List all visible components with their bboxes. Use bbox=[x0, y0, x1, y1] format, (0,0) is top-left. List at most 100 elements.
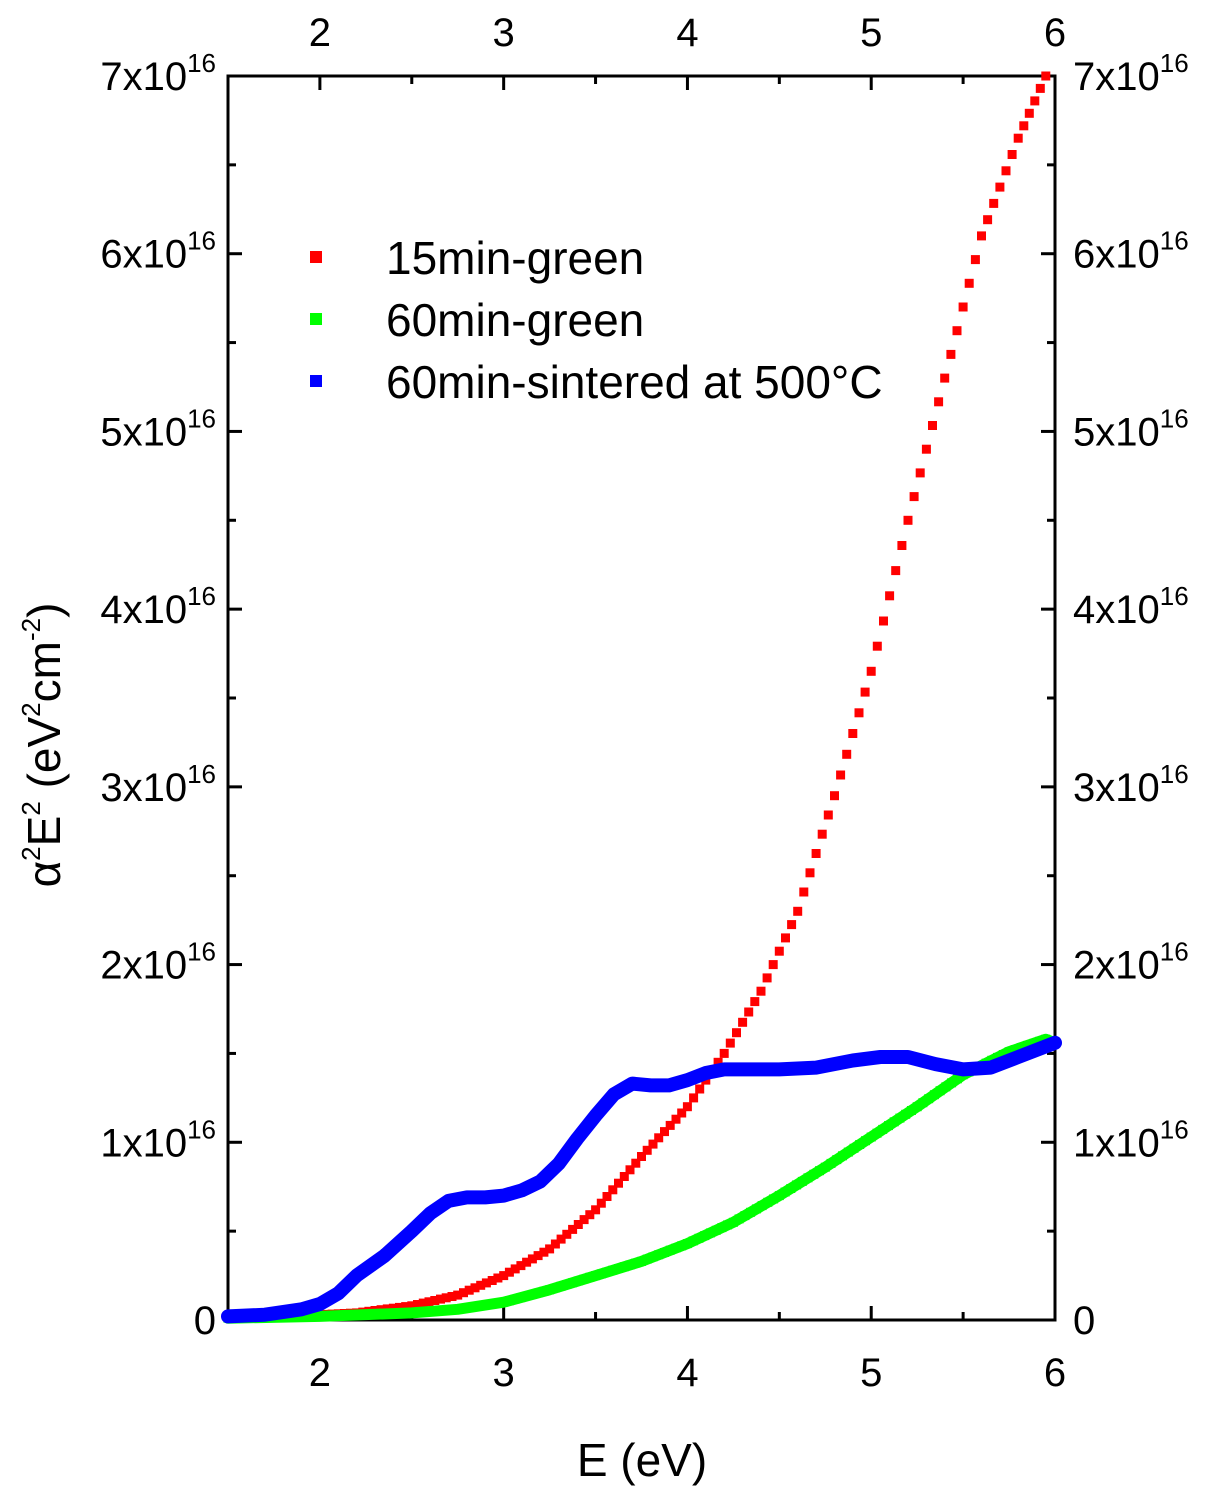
x-tick-label-top: 2 bbox=[309, 11, 331, 55]
data-point bbox=[637, 1152, 646, 1161]
data-point bbox=[701, 1068, 711, 1078]
data-point bbox=[980, 1063, 990, 1073]
y-tick-exponent: 16 bbox=[1160, 1114, 1189, 1144]
data-point bbox=[799, 1063, 809, 1073]
data-point bbox=[545, 1244, 555, 1254]
data-point bbox=[830, 791, 839, 801]
data-point bbox=[539, 1286, 549, 1296]
data-point bbox=[453, 1304, 463, 1314]
y-tick-mantissa: 1x10 bbox=[1073, 1121, 1160, 1165]
data-point bbox=[573, 1220, 583, 1229]
data-point bbox=[562, 1280, 572, 1289]
data-point bbox=[363, 1263, 373, 1273]
data-point bbox=[860, 687, 870, 697]
data-point bbox=[374, 1255, 384, 1265]
data-point bbox=[1008, 1054, 1018, 1064]
data-point bbox=[614, 1178, 623, 1188]
data-point bbox=[901, 1109, 911, 1119]
legend-label-60min-green: 60min-green bbox=[386, 294, 644, 346]
data-point bbox=[260, 1310, 270, 1320]
data-point bbox=[614, 1264, 623, 1273]
data-point bbox=[677, 1241, 687, 1251]
data-point bbox=[811, 849, 821, 858]
data-point bbox=[997, 1058, 1007, 1068]
data-point bbox=[942, 1061, 952, 1071]
data-point bbox=[646, 1080, 656, 1090]
data-point bbox=[924, 1094, 934, 1104]
data-point bbox=[658, 1080, 668, 1090]
data-point bbox=[953, 1063, 963, 1073]
y-tick-mantissa: 3x10 bbox=[1073, 766, 1160, 810]
data-point bbox=[608, 1265, 618, 1275]
x-tick-label-top: 6 bbox=[1044, 11, 1066, 55]
data-point bbox=[566, 1142, 576, 1152]
legend-label-15min-green: 15min-green bbox=[386, 232, 644, 284]
data-point bbox=[602, 1267, 612, 1277]
data-point bbox=[456, 1194, 466, 1204]
data-point bbox=[621, 1082, 631, 1092]
data-point bbox=[866, 666, 876, 676]
data-point bbox=[768, 960, 778, 970]
data-point bbox=[407, 1301, 417, 1311]
data-point bbox=[431, 1204, 441, 1214]
series-layer bbox=[221, 71, 1062, 1324]
data-point bbox=[516, 1293, 526, 1303]
y-tick-mantissa: 4x10 bbox=[1073, 588, 1160, 632]
data-point bbox=[792, 1180, 802, 1190]
data-point bbox=[450, 1195, 460, 1205]
data-point bbox=[413, 1307, 422, 1317]
data-point bbox=[859, 1054, 869, 1064]
data-point bbox=[870, 1053, 880, 1063]
data-point bbox=[964, 1064, 974, 1074]
data-point bbox=[891, 566, 901, 576]
data-point bbox=[584, 1118, 594, 1128]
data-point bbox=[447, 1292, 457, 1301]
data-point bbox=[903, 1052, 913, 1062]
y-tick-mantissa: 6x10 bbox=[100, 233, 187, 277]
data-point bbox=[878, 1124, 888, 1134]
data-point bbox=[935, 1086, 945, 1096]
y-tick-label-left: 1x1016 bbox=[100, 1114, 216, 1165]
data-point bbox=[1002, 1056, 1012, 1066]
data-point bbox=[872, 1128, 882, 1138]
data-point bbox=[695, 1070, 705, 1080]
data-point bbox=[853, 1055, 863, 1065]
data-point bbox=[688, 1236, 698, 1246]
data-point bbox=[805, 868, 815, 878]
y-tick-exponent: 16 bbox=[1160, 403, 1189, 433]
legend-marker-15min-green bbox=[310, 251, 322, 263]
data-point bbox=[401, 1308, 411, 1318]
data-point bbox=[631, 1158, 641, 1168]
data-point bbox=[401, 1302, 411, 1312]
y-axis-title: α2E2 (eV2cm-2) bbox=[16, 603, 70, 888]
data-point bbox=[738, 1017, 748, 1027]
data-point bbox=[725, 1064, 735, 1074]
data-point bbox=[751, 1204, 761, 1214]
data-point bbox=[309, 1301, 319, 1311]
data-point bbox=[1013, 1052, 1023, 1062]
y-title-sup: 2 bbox=[16, 846, 46, 860]
data-point bbox=[886, 1052, 896, 1062]
data-point bbox=[805, 1063, 815, 1073]
data-point bbox=[664, 1080, 674, 1090]
y-tick-label-right: 1x1016 bbox=[1073, 1114, 1189, 1165]
data-point bbox=[970, 255, 980, 265]
data-point bbox=[665, 1245, 675, 1255]
data-point bbox=[652, 1080, 662, 1090]
data-point bbox=[539, 1247, 549, 1257]
y-tick-mantissa: 7x10 bbox=[100, 55, 187, 99]
y-tick-mantissa: 1x10 bbox=[100, 1121, 187, 1165]
data-point bbox=[843, 1147, 853, 1157]
y-tick-label-right: 6x1016 bbox=[1073, 226, 1189, 277]
data-point bbox=[995, 182, 1005, 192]
data-point bbox=[849, 1143, 859, 1153]
data-point bbox=[732, 1064, 741, 1074]
data-point bbox=[991, 1061, 1001, 1070]
legend-marker-60min-green bbox=[310, 313, 322, 325]
y-title-unit: ) bbox=[18, 603, 70, 618]
data-point bbox=[297, 1312, 306, 1322]
data-point bbox=[321, 1311, 331, 1321]
data-point bbox=[660, 1248, 669, 1257]
data-point bbox=[556, 1234, 566, 1244]
y-tick-label-right: 5x1016 bbox=[1073, 403, 1189, 454]
